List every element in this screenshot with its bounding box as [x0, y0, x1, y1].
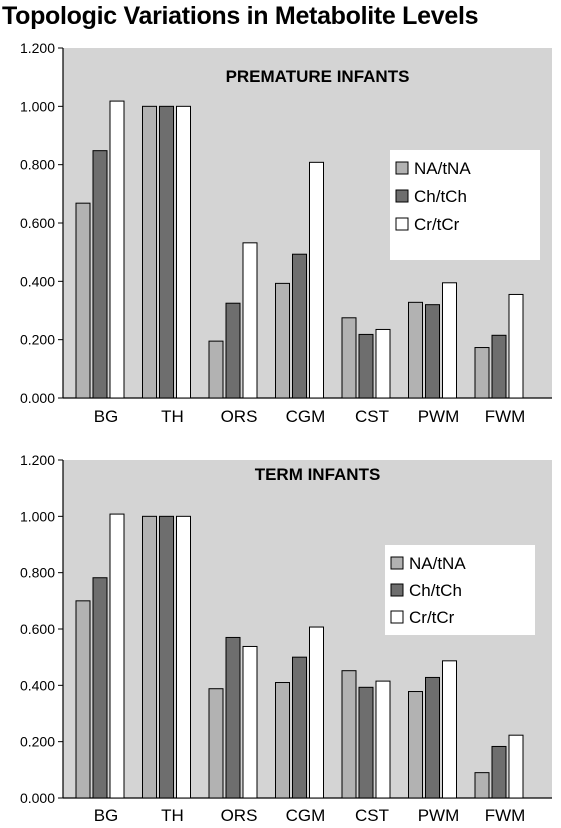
bar-na-tna	[474, 772, 490, 799]
bar-na-tna	[142, 105, 157, 399]
y-tick-label: 1.000	[20, 508, 55, 524]
y-tick-label: 0.800	[20, 565, 55, 581]
legend-swatch	[390, 556, 404, 570]
bar-ch-tch	[92, 150, 108, 399]
bar-cr-tcr	[375, 680, 391, 799]
bar-na-tna	[474, 347, 490, 399]
legend-label: Cr/tCr	[414, 215, 460, 234]
y-tick-label: 0.200	[20, 734, 55, 750]
bar-ch-tch	[358, 333, 374, 399]
legend-label: Ch/tCh	[409, 581, 462, 600]
x-category-label: ORS	[221, 407, 258, 426]
bar-cr-tcr	[442, 282, 457, 399]
bar-na-tna	[408, 691, 423, 799]
bar-ch-tch	[159, 515, 174, 799]
chart-title: TERM INFANTS	[255, 465, 381, 484]
bar-cr-tcr	[508, 293, 524, 399]
bar-na-tna	[208, 688, 224, 799]
bar-ch-tch	[491, 334, 507, 399]
bar-na-tna	[408, 301, 423, 399]
bar-cr-tcr	[309, 626, 324, 799]
y-tick-label: 0.800	[20, 157, 55, 173]
bar-cr-tcr	[309, 161, 324, 399]
bar-na-tna	[275, 282, 290, 399]
legend-box	[390, 150, 540, 260]
bar-ch-tch	[425, 304, 440, 399]
bar-ch-tch	[92, 577, 108, 799]
legend-swatch	[390, 610, 404, 624]
bar-na-tna	[275, 682, 290, 799]
y-tick-label: 1.200	[20, 452, 55, 468]
legend-swatch	[395, 189, 409, 203]
bar-cr-tcr	[242, 242, 258, 399]
bar-ch-tch	[292, 656, 307, 799]
y-tick-label: 0.000	[20, 390, 55, 406]
bar-cr-tcr	[109, 100, 125, 399]
legend-swatch	[390, 583, 404, 597]
x-category-label: TH	[161, 407, 184, 426]
bar-ch-tch	[425, 676, 440, 799]
y-tick-label: 0.400	[20, 677, 55, 693]
y-tick-label: 1.000	[20, 98, 55, 114]
legend-box	[385, 545, 535, 635]
bar-ch-tch	[225, 302, 241, 399]
x-category-label: CGM	[286, 407, 326, 426]
x-category-label: PWM	[418, 806, 460, 825]
bar-cr-tcr	[176, 515, 191, 799]
bar-ch-tch	[159, 105, 174, 399]
x-category-label: BG	[94, 407, 119, 426]
y-tick-label: 0.400	[20, 273, 55, 289]
legend-label: Ch/tCh	[414, 187, 467, 206]
bar-na-tna	[341, 317, 357, 399]
legend-swatch	[395, 217, 409, 231]
bar-cr-tcr	[508, 734, 524, 799]
bar-na-tna	[75, 202, 91, 399]
bar-cr-tcr	[442, 660, 457, 799]
x-category-label: CGM	[286, 806, 326, 825]
y-tick-label: 0.600	[20, 621, 55, 637]
bar-ch-tch	[491, 745, 507, 799]
page-title: Topologic Variations in Metabolite Level…	[2, 2, 479, 30]
x-category-label: BG	[94, 806, 119, 825]
x-category-label: ORS	[221, 806, 258, 825]
bar-na-tna	[142, 515, 157, 799]
term-infants-chart: 0.000 0.200 0.400 0.600 0.800 1.000 1.200 TERM …	[20, 452, 552, 825]
legend-label: NA/tNA	[414, 159, 471, 178]
premature-infants-chart: 0.000 0.200 0.400 0.600 0.800 1.000 1.200 PREMA…	[20, 40, 552, 426]
y-tick-label: 0.600	[20, 215, 55, 231]
x-category-label: FWM	[485, 806, 526, 825]
bar-na-tna	[208, 340, 224, 399]
bar-cr-tcr	[176, 105, 191, 399]
x-category-label: PWM	[418, 407, 460, 426]
bar-ch-tch	[225, 636, 241, 799]
bar-cr-tcr	[375, 328, 391, 399]
y-tick-label: 0.200	[20, 332, 55, 348]
bar-cr-tcr	[109, 513, 125, 799]
bar-ch-tch	[292, 253, 307, 399]
legend-swatch	[395, 161, 409, 175]
x-category-label: CST	[355, 806, 389, 825]
x-category-label: CST	[355, 407, 389, 426]
bar-cr-tcr	[242, 645, 258, 799]
bar-na-tna	[75, 600, 91, 799]
bar-ch-tch	[358, 686, 374, 799]
x-category-label: TH	[161, 806, 184, 825]
y-tick-label: 0.000	[20, 790, 55, 806]
chart-title: PREMATURE INFANTS	[226, 67, 410, 86]
x-category-label: FWM	[485, 407, 526, 426]
bar-na-tna	[341, 670, 357, 799]
legend-label: NA/tNA	[409, 554, 466, 573]
legend-label: Cr/tCr	[409, 608, 455, 627]
y-tick-label: 1.200	[20, 40, 55, 56]
